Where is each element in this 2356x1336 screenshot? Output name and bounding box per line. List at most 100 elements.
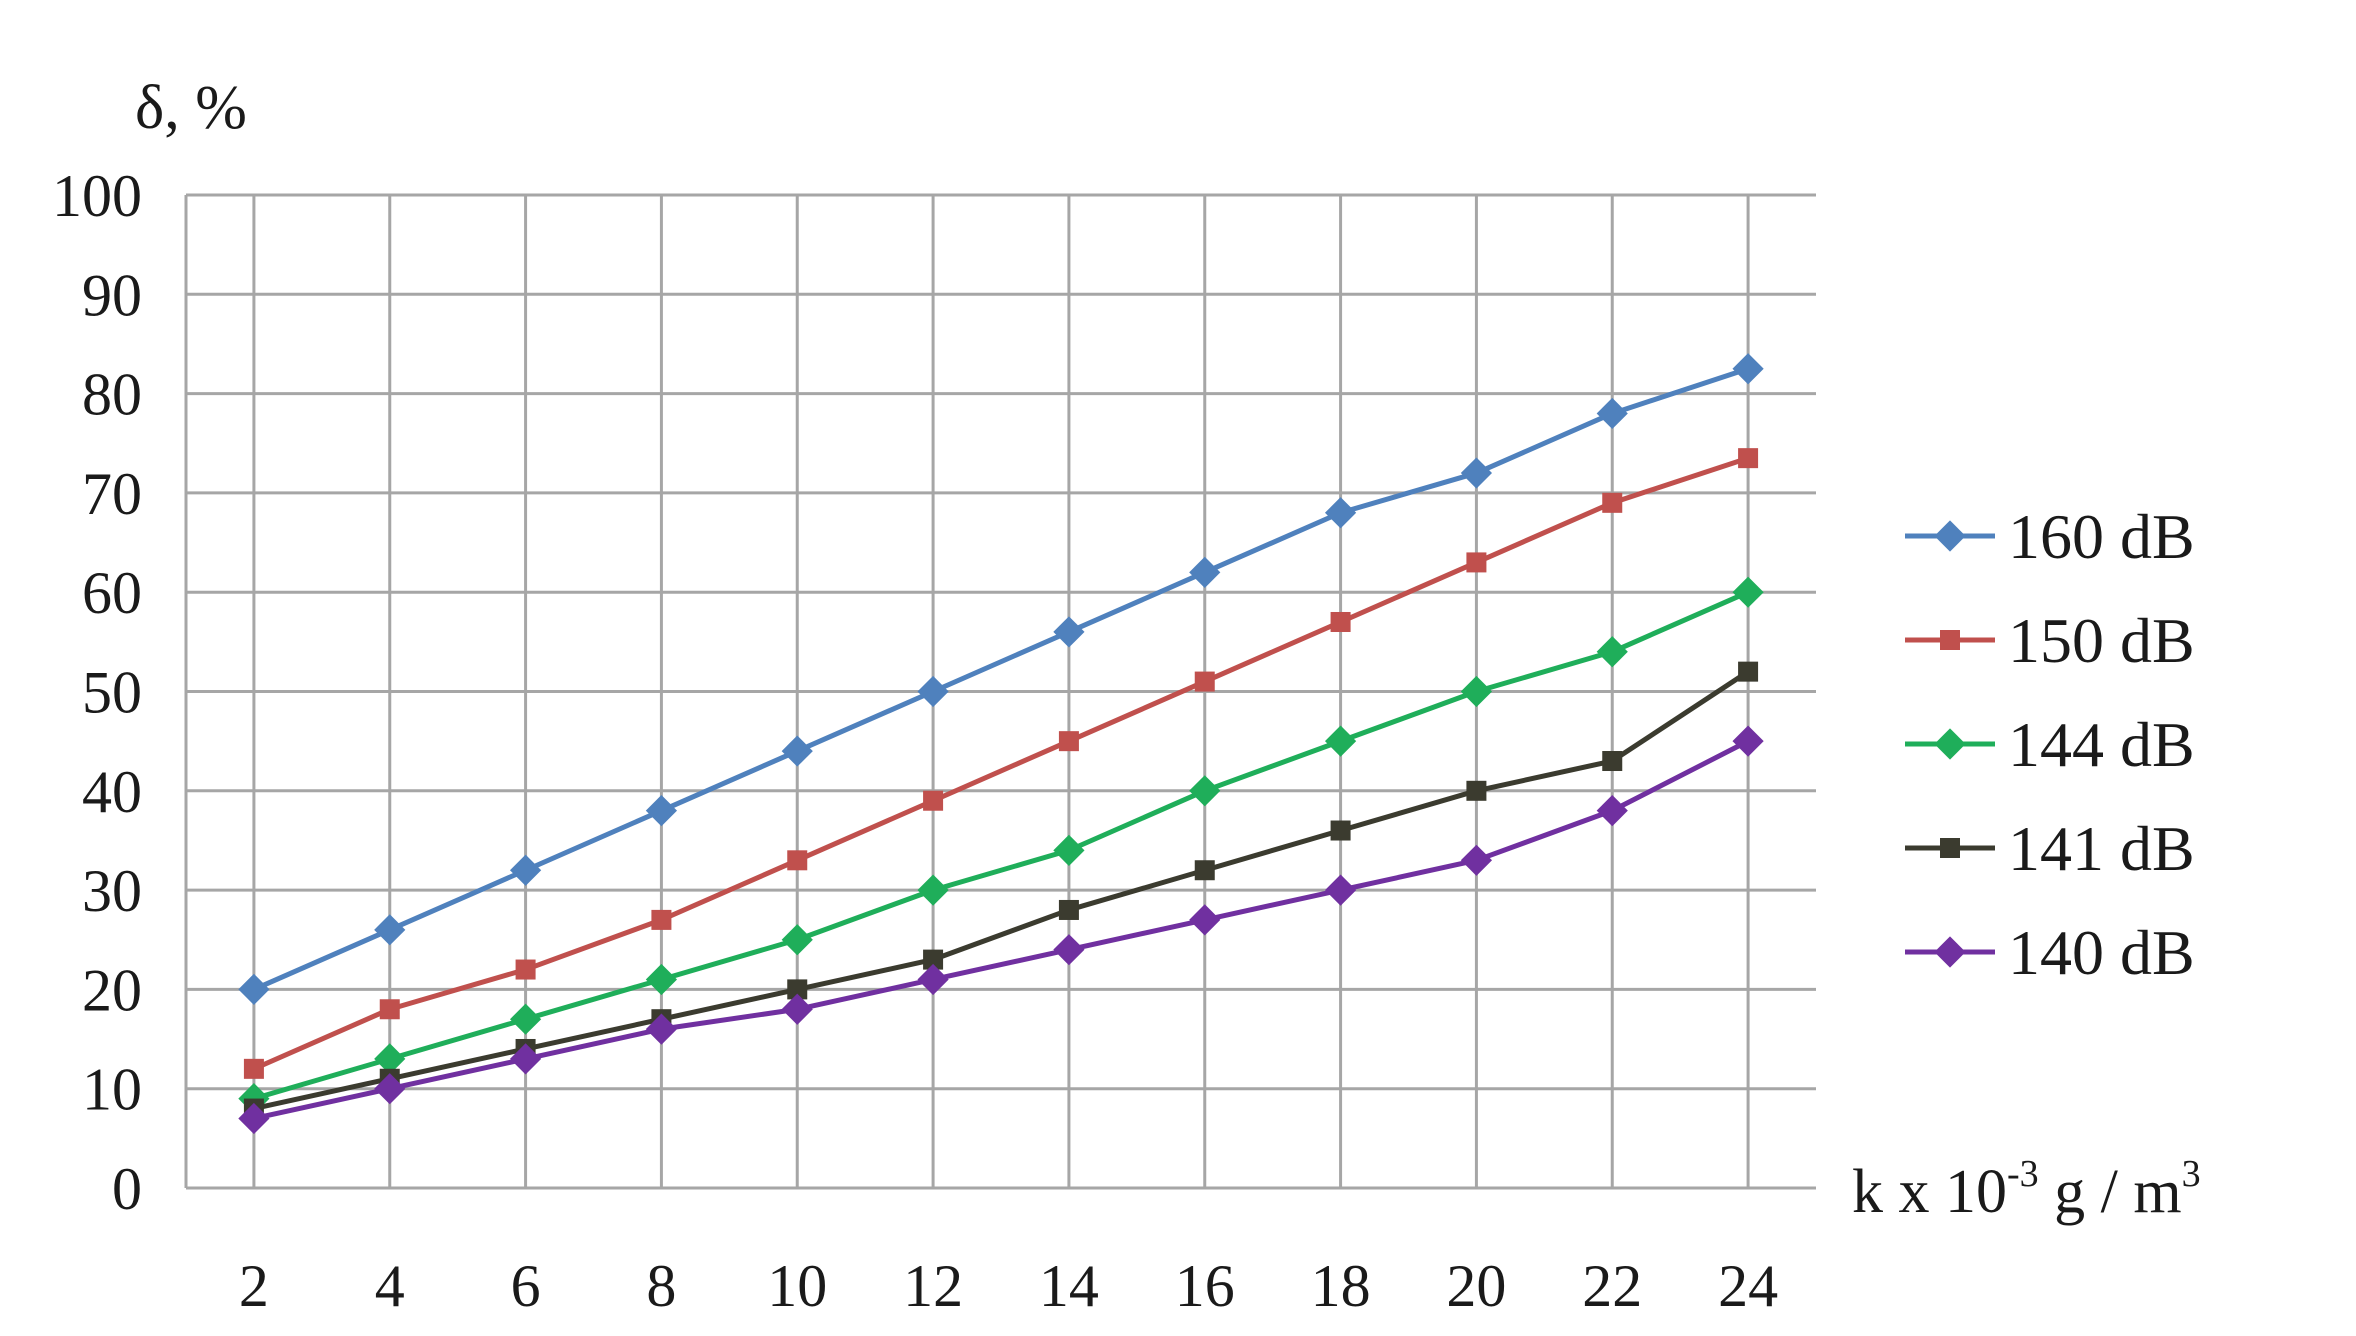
grid xyxy=(184,193,1816,1190)
data-point xyxy=(1738,661,1759,682)
legend-label: 160 dB xyxy=(2008,501,2195,572)
y-tick-label: 100 xyxy=(52,163,142,229)
data-point xyxy=(1058,731,1079,752)
data-point xyxy=(1324,725,1357,757)
data-point xyxy=(787,850,808,871)
data-point xyxy=(515,959,536,980)
data-point xyxy=(1189,775,1221,807)
series-160-db xyxy=(238,353,1764,1005)
legend-label: 140 dB xyxy=(2008,917,2195,988)
data-point xyxy=(1460,675,1493,708)
x-tick-label: 4 xyxy=(375,1253,405,1319)
legend-label: 144 dB xyxy=(2008,709,2195,780)
data-point xyxy=(1602,751,1623,772)
data-point xyxy=(917,675,949,708)
series-line xyxy=(253,738,1750,1121)
data-point xyxy=(1194,860,1215,881)
data-point xyxy=(1934,520,1966,552)
data-point xyxy=(509,1043,542,1075)
y-axis-ticks: 0 10 20 30 40 50 60 70 80 90 100 xyxy=(52,163,142,1222)
series-141-db xyxy=(243,661,1759,1119)
x-tick-label: 14 xyxy=(1039,1253,1099,1319)
data-point xyxy=(1596,397,1628,430)
data-point xyxy=(781,993,813,1025)
data-point xyxy=(645,795,678,827)
legend-label: 150 dB xyxy=(2008,605,2195,676)
x-tick-label: 18 xyxy=(1311,1253,1371,1319)
x-tick-label: 12 xyxy=(903,1253,963,1319)
data-point xyxy=(1053,616,1085,648)
data-point xyxy=(238,973,270,1005)
data-point xyxy=(379,999,400,1020)
data-point xyxy=(1330,820,1351,841)
data-point xyxy=(1596,636,1628,668)
data-point xyxy=(374,1043,406,1075)
legend-item: 144 dB xyxy=(1905,709,2195,780)
y-tick-label: 60 xyxy=(82,560,142,626)
series-140-db xyxy=(238,725,1764,1135)
data-point xyxy=(923,790,944,811)
data-point xyxy=(651,909,672,930)
data-point xyxy=(1934,728,1966,760)
x-tick-label: 10 xyxy=(767,1253,827,1319)
data-point xyxy=(1053,934,1085,966)
x-tick-label: 24 xyxy=(1718,1253,1778,1319)
x-tick-label: 22 xyxy=(1582,1253,1642,1319)
data-point xyxy=(917,874,949,906)
series-line xyxy=(253,669,1750,1112)
data-point xyxy=(1934,936,1966,968)
data-point xyxy=(1189,556,1221,588)
x-tick-label: 16 xyxy=(1175,1253,1235,1319)
data-point xyxy=(374,914,406,946)
series-150-db xyxy=(243,448,1759,1079)
data-point xyxy=(1732,576,1764,608)
x-axis-ticks: 2 4 6 8 10 12 14 16 18 20 22 24 xyxy=(239,1253,1778,1319)
x-tick-label: 6 xyxy=(511,1253,541,1319)
data-point xyxy=(1602,492,1623,513)
y-tick-label: 0 xyxy=(112,1156,142,1222)
data-point xyxy=(1460,457,1493,489)
data-point xyxy=(1324,497,1357,529)
data-point xyxy=(645,963,678,996)
x-tick-label: 8 xyxy=(646,1253,676,1319)
legend-label: 141 dB xyxy=(2008,813,2195,884)
data-point xyxy=(1189,904,1221,936)
y-axis-title: δ, % xyxy=(135,74,247,142)
series-line xyxy=(253,589,1750,1102)
series-line xyxy=(252,455,1749,1072)
y-tick-label: 90 xyxy=(82,262,142,328)
data-point xyxy=(1053,834,1085,866)
y-tick-label: 50 xyxy=(82,660,142,726)
legend: 160 dB 150 dB 144 dB 141 dB 140 dB xyxy=(1905,501,2195,988)
data-point xyxy=(1460,844,1493,876)
data-point xyxy=(243,1058,264,1079)
data-point xyxy=(1466,552,1487,573)
data-point xyxy=(917,963,949,996)
data-point xyxy=(1466,780,1487,801)
data-point xyxy=(1732,353,1764,385)
data-point xyxy=(238,1102,270,1135)
series-group xyxy=(238,353,1764,1135)
y-tick-label: 80 xyxy=(82,362,142,428)
data-point xyxy=(1058,899,1079,920)
legend-item: 140 dB xyxy=(1905,917,2195,988)
data-point xyxy=(1940,838,1960,858)
y-tick-label: 70 xyxy=(82,461,142,527)
legend-item: 141 dB xyxy=(1905,813,2195,884)
legend-item: 160 dB xyxy=(1905,501,2195,572)
series-line xyxy=(252,366,1749,992)
data-point xyxy=(645,1013,678,1045)
data-point xyxy=(1596,795,1628,827)
data-point xyxy=(1732,725,1764,757)
x-tick-label: 2 xyxy=(239,1253,269,1319)
x-tick-label: 20 xyxy=(1446,1253,1506,1319)
x-axis-title-unit: g / m xyxy=(2039,1158,2182,1226)
y-tick-label: 10 xyxy=(82,1057,142,1123)
data-point xyxy=(923,949,944,970)
series-144-db xyxy=(238,576,1764,1115)
x-axis-title-unit-exponent: 3 xyxy=(2182,1153,2201,1195)
y-tick-label: 40 xyxy=(82,759,142,825)
data-point xyxy=(787,979,808,1000)
data-point xyxy=(509,1003,542,1035)
